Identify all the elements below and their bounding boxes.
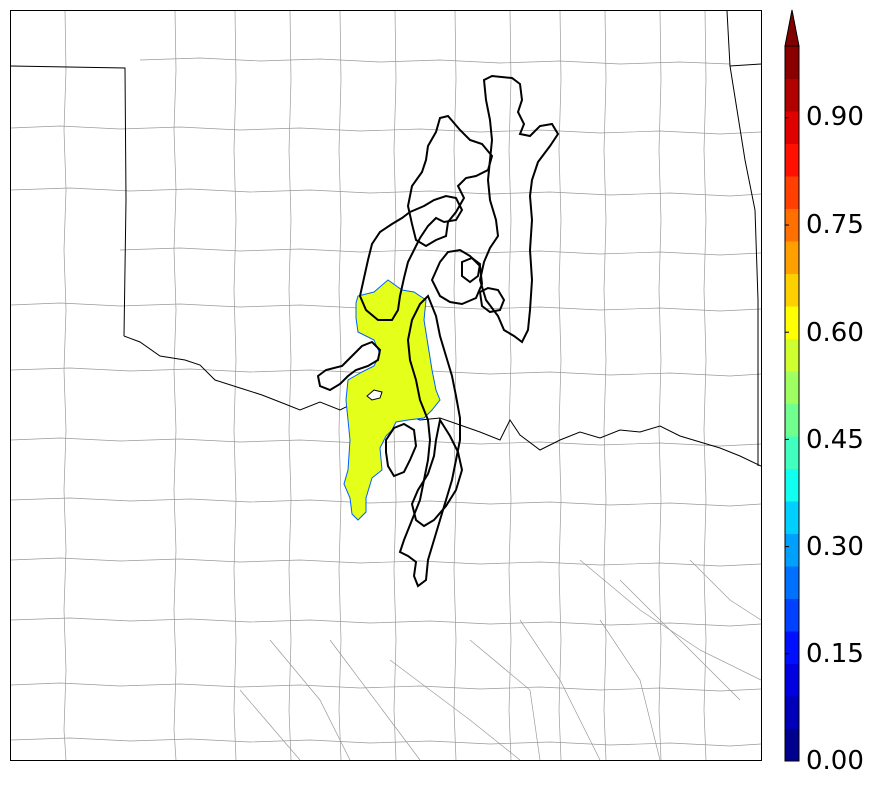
colorbar-segment [785, 371, 799, 404]
colorbar-label-6: 0.90 [806, 102, 864, 132]
colorbar-segment [785, 533, 799, 567]
colorbar-segment [785, 728, 799, 762]
colorbar-segment [785, 631, 799, 664]
colorbar-segment [785, 176, 799, 209]
colorbar-label-3: 0.45 [806, 425, 864, 455]
colorbar-outline [784, 45, 800, 762]
colorbar-segment [785, 566, 799, 599]
colorbar-segment [785, 111, 799, 144]
colorbar-label-2: 0.30 [806, 532, 864, 562]
colorbar-segment [785, 78, 799, 112]
colorbar-segment [785, 273, 799, 307]
colorbar-segment [785, 598, 799, 632]
colorbar-segment [785, 143, 799, 177]
colorbar-segment [785, 403, 799, 437]
probability-contours [316, 74, 560, 588]
colorbar-segment [785, 501, 799, 534]
colorbar-segment [785, 663, 799, 697]
colorbar-segment [785, 468, 799, 502]
colorbar-label-4: 0.60 [806, 318, 864, 348]
colorbar-segment [785, 306, 799, 339]
colorbar-label-5: 0.75 [806, 210, 864, 240]
colorbar-segment [785, 436, 799, 469]
colorbar-extend-arrow [784, 9, 800, 47]
colorbar-segment [785, 241, 799, 274]
colorbar-label-0: 0.00 [806, 746, 864, 776]
colorbar-segment [785, 208, 799, 242]
colorbar-segment [785, 696, 799, 729]
colorbar-segment [785, 338, 799, 372]
state-borders [11, 11, 761, 467]
colorbar-label-1: 0.15 [806, 639, 864, 669]
colorbar [784, 9, 800, 762]
colorbar-segment [785, 46, 799, 79]
probability-fill [343, 279, 441, 521]
